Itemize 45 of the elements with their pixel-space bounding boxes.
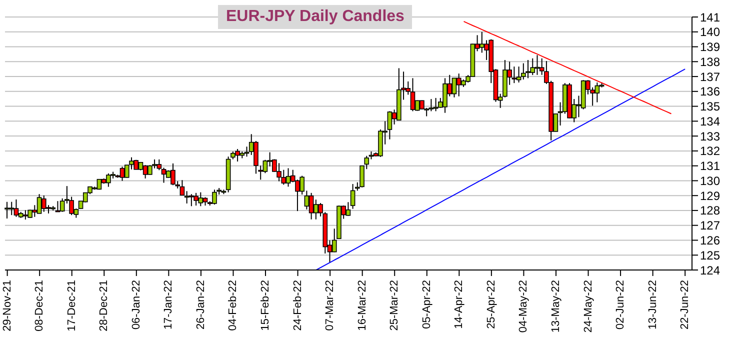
y-tick-label: 134 bbox=[700, 114, 720, 128]
y-tick-label: 136 bbox=[700, 84, 720, 99]
y-tick-label: 133 bbox=[700, 129, 720, 144]
y-tick-label: 126 bbox=[700, 233, 720, 248]
y-tick-label: 139 bbox=[700, 40, 720, 54]
line-series bbox=[316, 68, 686, 270]
x-tick-label: 17-Jan-22 bbox=[162, 280, 175, 330]
x-tick-label: 02-Jun-22 bbox=[614, 280, 627, 330]
line-series bbox=[463, 20, 672, 114]
x-tick-label: 22-Jun-22 bbox=[679, 280, 692, 330]
x-tick-label: 08-Dec-21 bbox=[34, 280, 46, 332]
y-tick-label: 128 bbox=[700, 204, 720, 218]
candlestick bbox=[161, 167, 166, 184]
y-tick-label: 135 bbox=[700, 100, 720, 114]
x-tick-label: 15-Feb-22 bbox=[260, 280, 272, 331]
x-tick-label: 26-Jan-22 bbox=[194, 280, 207, 330]
x-tick-label: 07-Mar-22 bbox=[324, 280, 336, 331]
x-tick-label: 29-Nov-21 bbox=[1, 280, 14, 332]
x-tick-label: 13-May-22 bbox=[550, 280, 562, 333]
x-tick-label: 06-Jan-22 bbox=[130, 280, 142, 330]
x-tick-label: 05-Apr-22 bbox=[420, 280, 433, 329]
y-tick-label: 137 bbox=[700, 70, 720, 84]
x-tick-label: 24-Feb-22 bbox=[292, 280, 304, 331]
chart-title: EUR-JPY Daily Candles bbox=[218, 5, 412, 29]
y-tick-label: 140 bbox=[700, 25, 720, 40]
x-tick-label: 13-Jun-22 bbox=[646, 280, 659, 330]
x-tick-label: 04-Feb-22 bbox=[227, 280, 240, 331]
x-tick-label: 17-Dec-21 bbox=[66, 280, 78, 332]
y-tick-label: 129 bbox=[700, 188, 720, 203]
y-tick-label: 127 bbox=[700, 218, 720, 233]
y-tick-label: 132 bbox=[700, 144, 720, 158]
y-tick-label: 124 bbox=[700, 263, 720, 278]
x-tick-label: 24-May-22 bbox=[582, 280, 594, 333]
x-tick-label: 04-May-22 bbox=[518, 280, 530, 333]
x-tick-label: 25-Apr-22 bbox=[485, 280, 498, 329]
x-tick-label: 16-Mar-22 bbox=[356, 280, 368, 331]
x-tick-label: 25-Mar-22 bbox=[388, 280, 401, 331]
y-tick-label: 130 bbox=[700, 174, 720, 188]
candlestick bbox=[308, 192, 314, 220]
y-tick-label: 138 bbox=[700, 54, 720, 69]
y-tick-label: 125 bbox=[700, 248, 720, 262]
y-tick-label: 131 bbox=[700, 159, 720, 174]
x-tick-label: 14-Apr-22 bbox=[453, 280, 466, 329]
y-tick-label: 141 bbox=[700, 10, 720, 24]
x-tick-label: 28-Dec-21 bbox=[98, 280, 110, 332]
